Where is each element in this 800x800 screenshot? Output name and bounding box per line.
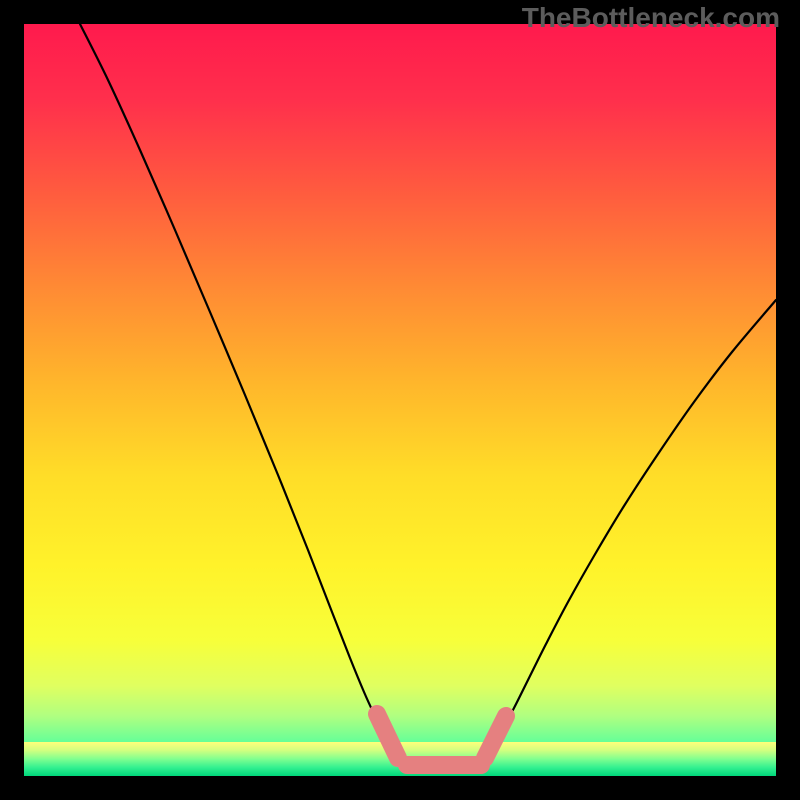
chart-overlay-svg	[0, 0, 800, 800]
marker-bottom-bar	[398, 756, 490, 774]
bottleneck-curve	[80, 24, 776, 772]
marker-left-capsule	[377, 714, 398, 758]
marker-right-capsule	[485, 716, 506, 758]
